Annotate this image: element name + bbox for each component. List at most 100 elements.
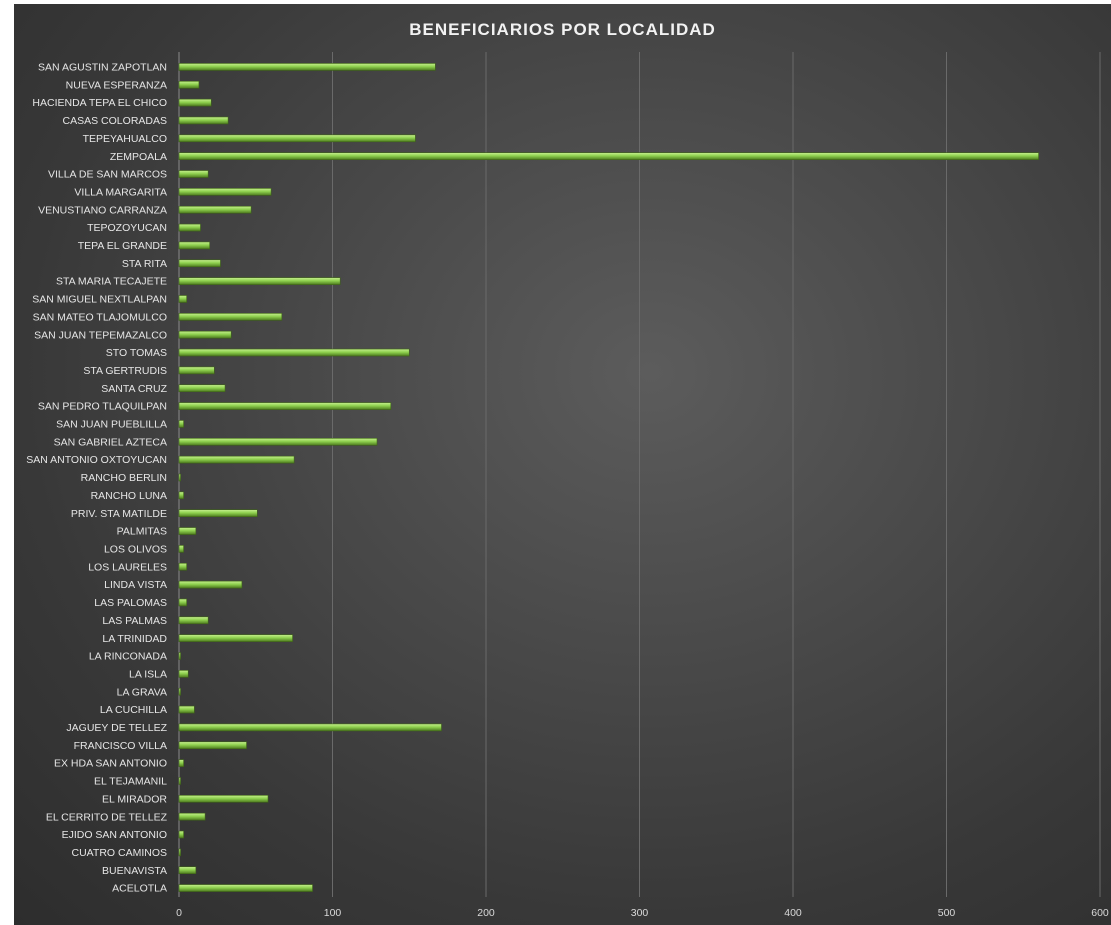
bar: [178, 741, 247, 750]
bar: [178, 241, 211, 250]
bar: [178, 80, 200, 89]
bar: [178, 545, 184, 553]
category-label: EL TEJAMANIL: [94, 776, 167, 788]
bar: [178, 759, 184, 767]
category-label: LA ISLA: [129, 668, 167, 680]
category-label: HACIENDA TEPA EL CHICO: [32, 97, 167, 109]
category-label: EX HDA SAN ANTONIO: [54, 758, 167, 770]
category-label: EL CERRITO DE TELLEZ: [46, 811, 168, 823]
bar: [178, 295, 187, 303]
category-label: VILLA DE SAN MARCOS: [48, 169, 167, 181]
bar: [178, 473, 181, 482]
category-label: ACELOTLA: [112, 883, 167, 895]
bar: [178, 652, 181, 660]
bar: [178, 670, 189, 678]
category-label: TEPOZOYUCAN: [87, 222, 167, 234]
category-label: EL MIRADOR: [102, 793, 167, 805]
bar: [178, 116, 229, 125]
bar: [178, 812, 206, 821]
x-tick-label: 100: [324, 907, 342, 919]
bar: [178, 527, 197, 535]
category-label: TEPEYAHUALCO: [83, 133, 167, 145]
bar: [178, 98, 212, 107]
bar: [178, 223, 201, 232]
category-label: STO TOMAS: [106, 347, 167, 359]
bar: [178, 455, 295, 464]
category-label: LA TRINIDAD: [102, 633, 167, 645]
bar: [178, 384, 226, 393]
category-label: SANTA CRUZ: [101, 383, 167, 395]
category-label: VENUSTIANO CARRANZA: [38, 204, 167, 216]
category-label: STA RITA: [122, 258, 167, 270]
category-label: SAN MIGUEL NEXTLALPAN: [32, 294, 167, 306]
chart-area: BENEFICIARIOS POR LOCALIDAD SAN AGUSTIN …: [14, 4, 1111, 925]
bar: [178, 491, 184, 500]
bar: [178, 277, 341, 285]
bar: [178, 437, 378, 446]
bar: [178, 723, 442, 732]
x-tick-label: 500: [938, 907, 956, 919]
bar: [178, 616, 209, 625]
category-label: ZEMPOALA: [110, 151, 167, 163]
bar: [178, 420, 184, 428]
bar: [178, 63, 436, 71]
bar: [178, 598, 187, 607]
bar: [178, 830, 184, 839]
bar: [178, 170, 209, 178]
category-label: LINDA VISTA: [104, 579, 167, 591]
category-label: STA MARIA TECAJETE: [56, 276, 167, 288]
category-label: LA GRAVA: [117, 686, 167, 698]
bar: [178, 152, 1039, 160]
chart-title: BENEFICIARIOS POR LOCALIDAD: [409, 20, 716, 39]
category-label: SAN ANTONIO OXTOYUCAN: [26, 454, 167, 466]
bar: [178, 866, 197, 875]
category-label: PRIV. STA MATILDE: [71, 508, 167, 520]
category-label: FRANCISCO VILLA: [74, 740, 167, 752]
bar: [178, 562, 187, 571]
gridlines: [178, 52, 1101, 897]
x-axis-ticks: 0 100 200 300 400 500 600: [176, 907, 1109, 919]
x-tick-label: 600: [1091, 907, 1109, 919]
x-tick-label: 0: [176, 907, 182, 919]
category-label: RANCHO LUNA: [91, 490, 167, 502]
bar: [178, 402, 392, 410]
bar: [178, 205, 252, 214]
bar: [178, 188, 272, 196]
bar: [178, 366, 215, 375]
bar: [178, 134, 416, 143]
category-label: SAN JUAN PUEBLILLA: [56, 419, 167, 431]
category-label: LA RINCONADA: [89, 651, 167, 663]
category-label: CUATRO CAMINOS: [72, 847, 167, 859]
bar: [178, 687, 181, 696]
category-label: LOS OLIVOS: [104, 544, 167, 556]
bar: [178, 330, 232, 339]
category-label: VILLA MARGARITA: [74, 186, 167, 198]
category-label: LAS PALOMAS: [94, 597, 167, 609]
plot-area: SAN AGUSTIN ZAPOTLAN NUEVA ESPERANZA HACIE…: [26, 52, 1109, 919]
bar: [178, 777, 181, 785]
category-label: SAN MATEO TLAJOMULCO: [33, 311, 167, 323]
bar: [178, 348, 410, 357]
category-label: EJIDO SAN ANTONIO: [62, 829, 167, 841]
category-label: RANCHO BERLIN: [81, 472, 167, 484]
category-label: LOS LAURELES: [88, 561, 167, 573]
category-label: BUENAVISTA: [102, 865, 167, 877]
category-label: SAN PEDRO TLAQUILPAN: [38, 401, 167, 413]
category-label: SAN GABRIEL AZTECA: [54, 436, 167, 448]
x-tick-label: 200: [477, 907, 495, 919]
bar: [178, 795, 269, 803]
category-label: PALMITAS: [117, 526, 167, 538]
category-label: SAN JUAN TEPEMAZALCO: [34, 329, 167, 341]
bar: [178, 634, 293, 642]
bar: [178, 313, 283, 321]
bars: [178, 63, 1039, 892]
category-label: LA CUCHILLA: [100, 704, 167, 716]
category-label: NUEVA ESPERANZA: [66, 79, 167, 91]
bar: [178, 509, 258, 518]
bar: [178, 884, 313, 892]
category-label: TEPA EL GRANDE: [78, 240, 167, 252]
bar: [178, 848, 181, 857]
bar: [178, 259, 221, 268]
bar: [178, 580, 243, 589]
category-labels: SAN AGUSTIN ZAPOTLAN NUEVA ESPERANZA HACIE…: [26, 62, 167, 895]
